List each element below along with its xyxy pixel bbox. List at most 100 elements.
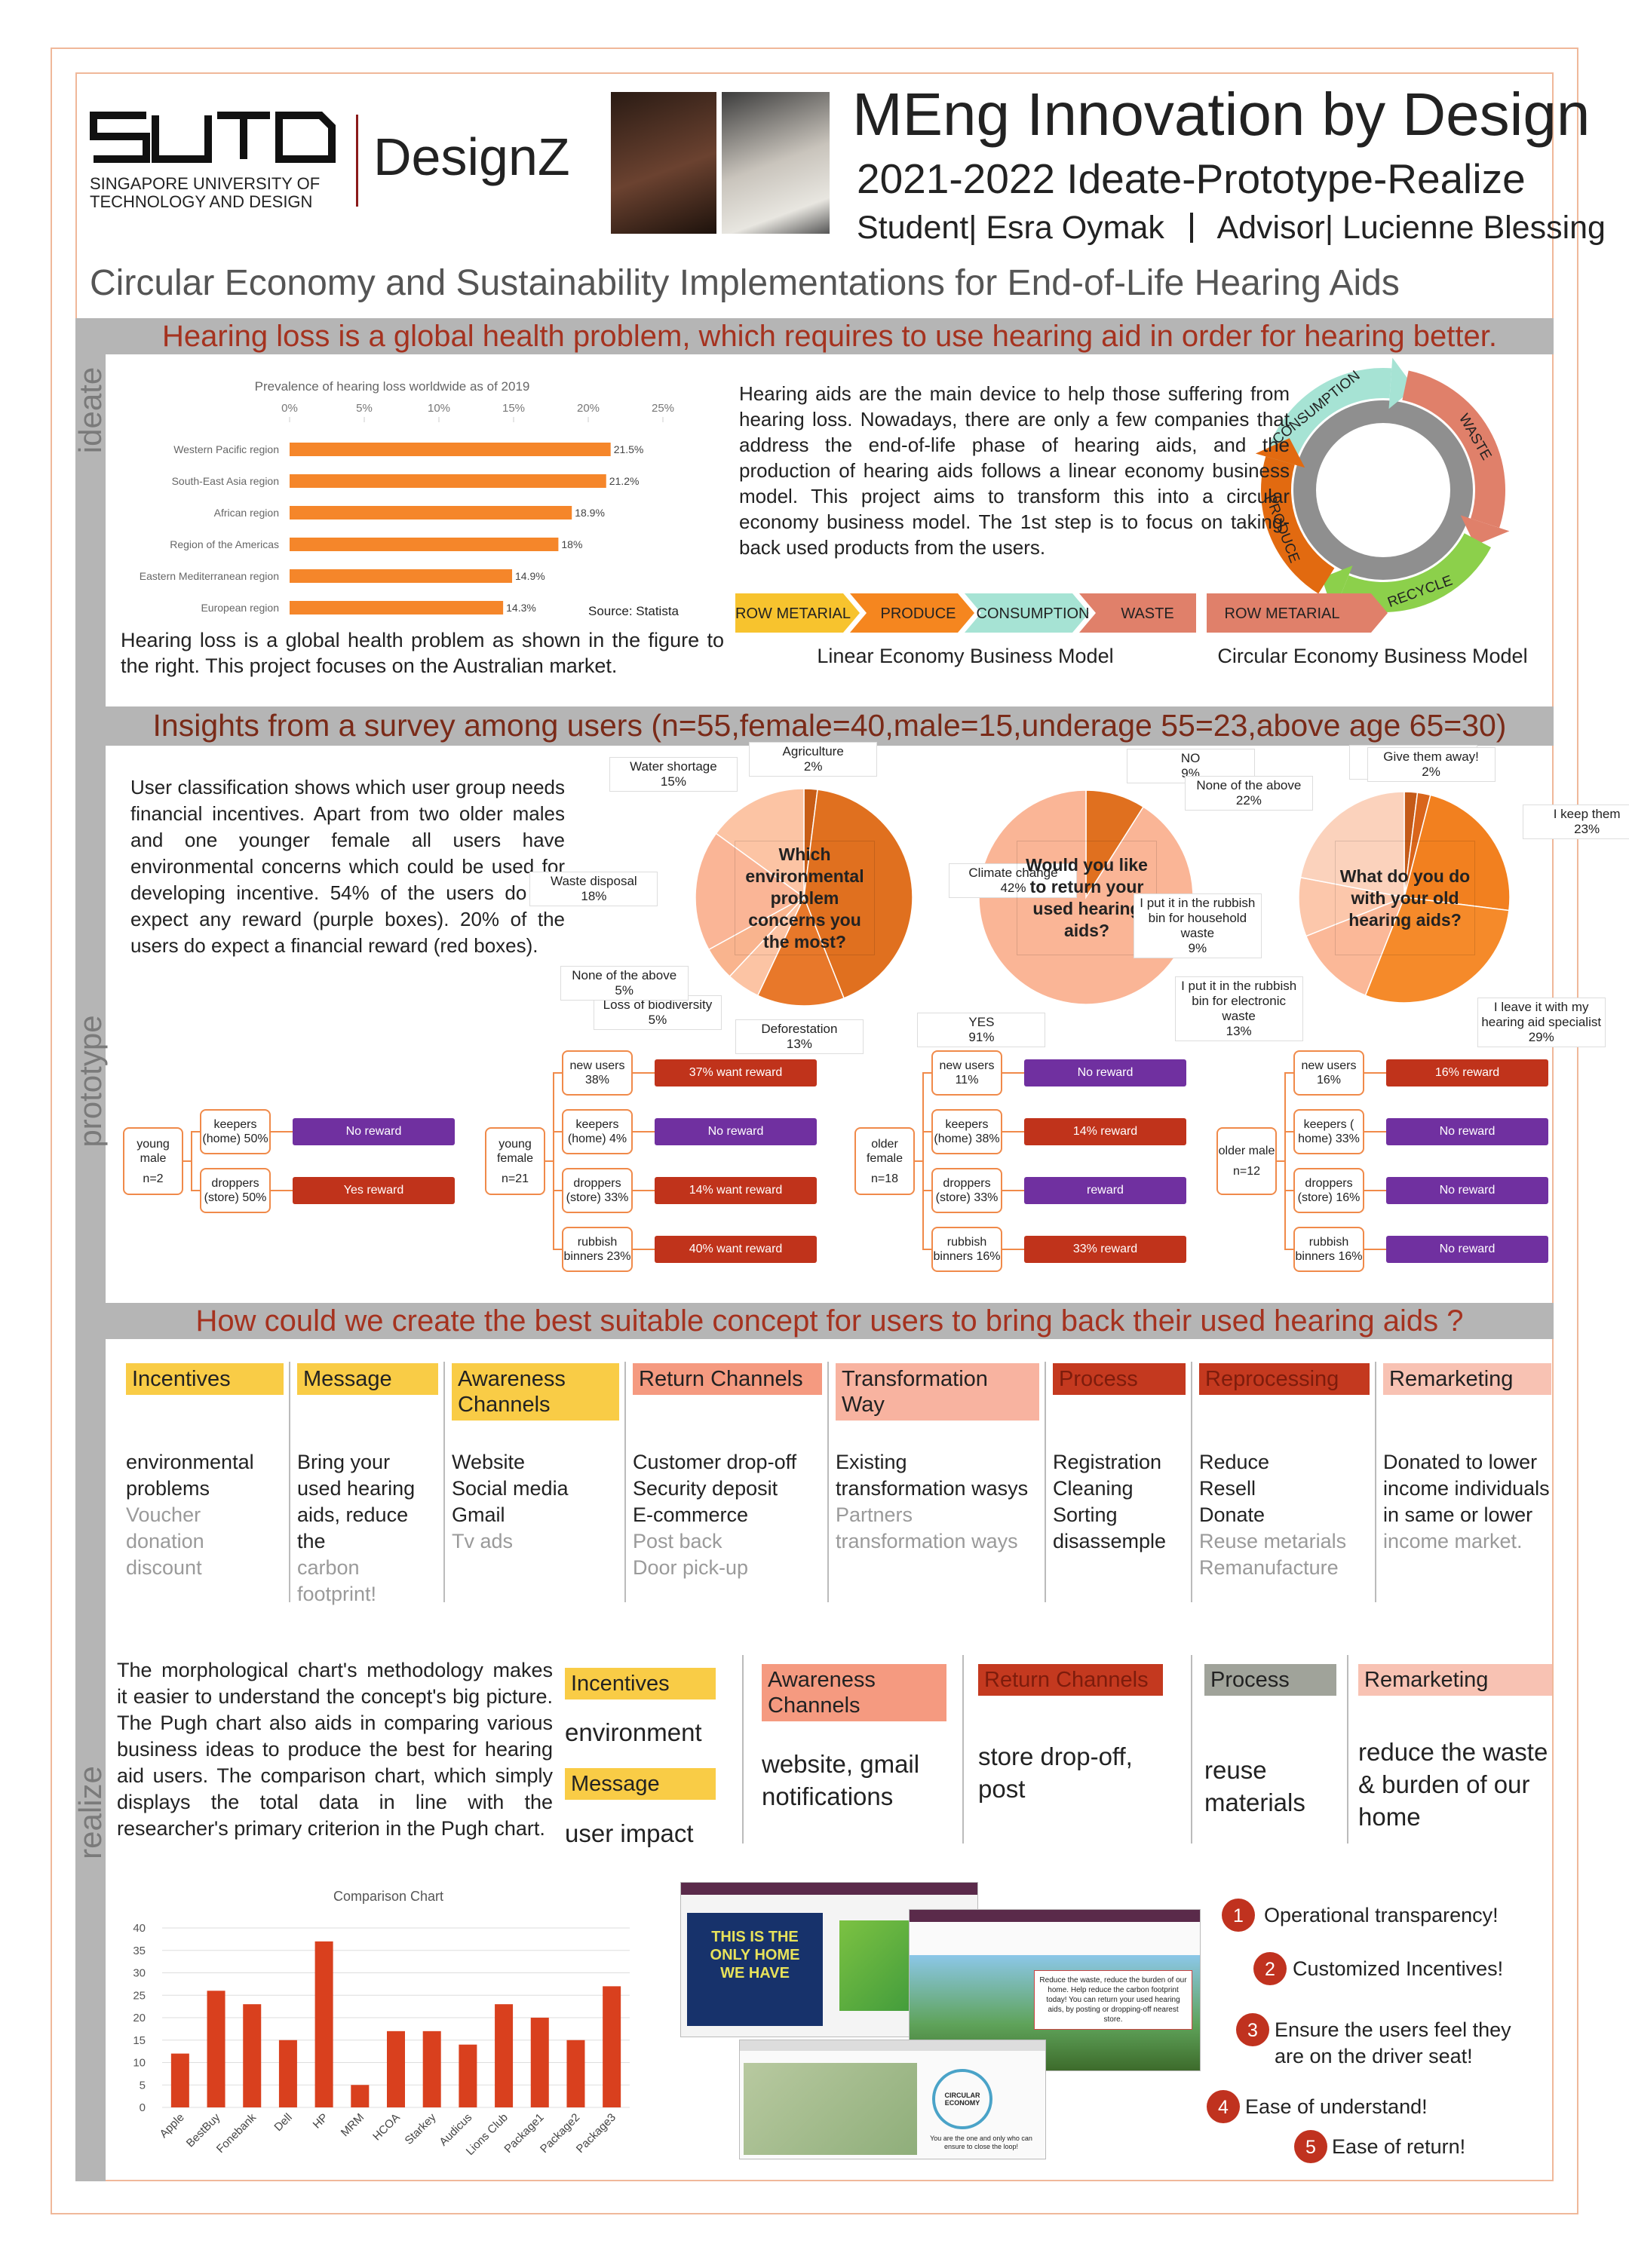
item: Existing transformation wasys (836, 1451, 1029, 1500)
stage-label: prototype (72, 1015, 108, 1148)
pie-category: NO (1180, 751, 1201, 766)
pie-value: 2% (1422, 765, 1440, 780)
title: MEng Innovation by Design (852, 81, 1591, 148)
pie-category: I put it in the rubbish bin for electron… (1181, 979, 1297, 1024)
item: Donated to lower income individuals in s… (1383, 1451, 1550, 1526)
alternative-item: Reuse metarials (1199, 1530, 1347, 1552)
pie-title: What do you do with your old hearing aid… (1335, 841, 1475, 955)
pie-category: YES (968, 1014, 995, 1029)
item: Customer drop-off (633, 1451, 797, 1473)
slogan: THIS IS THE ONLY HOME WE HAVE (710, 1929, 800, 1981)
concept-header: Awareness Channels (762, 1664, 946, 1721)
pie-category: None of the above (1196, 778, 1302, 793)
pie-value: 2% (803, 759, 823, 774)
browser-bar (681, 1883, 977, 1895)
mockup: CIRCULAR ECONOMY You are the one and onl… (739, 2040, 1046, 2159)
pie-category: I leave it with my hearing aid specialis… (1481, 999, 1602, 1029)
column-header: Incentives (126, 1363, 284, 1395)
pie-label: I put it in the rubbish bin for househol… (1133, 893, 1262, 958)
item: Resell (1199, 1477, 1256, 1500)
column-items: Existing transformation wasys Partners tra… (836, 1449, 1039, 1555)
item: Donate (1199, 1503, 1265, 1526)
item: Registration (1053, 1451, 1162, 1473)
browser-bar (910, 1910, 1200, 1922)
item: E-commerce (633, 1503, 749, 1526)
column-items: Website Social media Gmail Tv ads (452, 1449, 619, 1555)
concept-item: store drop-off, post (978, 1742, 1133, 1803)
tree-outcome: No reward (655, 1118, 817, 1145)
alternative-item: income market. (1383, 1530, 1523, 1552)
alternative-item: Voucher (126, 1503, 201, 1526)
section-heading: Insights from a survey among users (n=55… (152, 708, 1507, 743)
pie-category: Loss of biodiversity (603, 998, 713, 1013)
column-items: environmental problems Voucher donation dis… (126, 1449, 284, 1581)
message: Reduce the waste, reduce the burden of o… (1034, 1970, 1192, 2030)
pie-category: Give them away! (1383, 749, 1479, 765)
alternative-item: Partners (836, 1503, 913, 1526)
concept-header: Message (565, 1768, 716, 1800)
stage-bar (75, 318, 106, 2181)
university: SINGAPORE UNIVERSITY OF TECHNOLOGY AND D… (90, 174, 321, 211)
pie-category: Water shortage (630, 759, 717, 774)
tree-outcome: Yes reward (293, 1177, 455, 1204)
tree-branch: new users 16% (1293, 1050, 1364, 1096)
item: Security deposit (633, 1477, 778, 1500)
brand: DesignZ (373, 127, 570, 186)
intro: Hearing aids are the main device to help… (739, 382, 1290, 559)
logo (90, 112, 336, 163)
stage-label: realize (72, 1766, 108, 1859)
pie-label: Loss of biodiversity 5% (593, 995, 722, 1031)
alternative-item: discount (126, 1556, 202, 1579)
alternative-item: Door pick-up (633, 1556, 749, 1579)
pie-value: 23% (1574, 821, 1600, 836)
item: Reduce (1199, 1451, 1270, 1473)
pie-category: I put it in the rubbish bin for househol… (1140, 895, 1256, 940)
tree-outcome: No reward (1024, 1059, 1186, 1086)
column-items: Registration Cleaning Sorting disassemple (1053, 1449, 1186, 1555)
column-header: Reprocessing (1199, 1363, 1370, 1395)
column-items: Donated to lower income individuals in s… (1383, 1449, 1551, 1555)
closing: You are the one and only who can ensure … (930, 2135, 1032, 2150)
tree-outcome: No reward (1386, 1118, 1548, 1145)
tree-branch: keepers (home) 4% (562, 1109, 633, 1154)
item: Cleaning (1053, 1477, 1134, 1500)
column-header: Return Channels (633, 1363, 822, 1395)
column-header: Awareness Channels (452, 1363, 619, 1421)
student: Esra Oymak (986, 210, 1164, 246)
group-label: young female (496, 1137, 534, 1165)
tree-branch: keepers ( home) 33% (1293, 1109, 1364, 1154)
concept-item: reduce the waste & burden of our home (1358, 1738, 1548, 1831)
pie-label: Deforestation 13% (735, 1019, 864, 1054)
realize-text: The morphological chart's methodology ma… (117, 1659, 553, 1840)
pie-value: 91% (968, 1029, 995, 1044)
column-header: Message (297, 1363, 438, 1395)
tree-branch: rubbish binners 16% (1293, 1227, 1364, 1272)
tree-branch: droppers (store) 33% (562, 1168, 633, 1213)
tree-branch: droppers (store) 50% (200, 1168, 271, 1213)
pie-value: 13% (1226, 1024, 1252, 1039)
heading-band (106, 318, 1554, 354)
tree-outcome: 40% want reward (655, 1236, 817, 1263)
alternative-item: transformation ways (836, 1530, 1018, 1552)
column-items: Reduce Resell Donate Reuse metarials Remanuf… (1199, 1449, 1370, 1581)
banner (687, 1913, 823, 2026)
principle: Customized Incentives! (1293, 1957, 1504, 1980)
concept-item: environment (565, 1718, 702, 1746)
tree-root: young female n=21 (485, 1127, 545, 1195)
pie-value: 5% (615, 982, 634, 998)
column-header: Process (1053, 1363, 1186, 1395)
alternative-item: donation (126, 1530, 204, 1552)
pie-category: Agriculture (782, 744, 844, 759)
pie-label: None of the above 22% (1184, 776, 1313, 811)
concept-item: reuse materials (1204, 1756, 1305, 1816)
concept-header: Incentives (565, 1668, 716, 1699)
tree-branch: new users 38% (562, 1050, 633, 1096)
group-label: older female (866, 1137, 903, 1165)
tree-outcome: 14% reward (1024, 1118, 1186, 1145)
principle: Ease of return! (1332, 2135, 1466, 2158)
outer-border (51, 48, 1578, 2214)
divider (356, 115, 358, 207)
tree-outcome: No reward (1386, 1236, 1548, 1263)
tree-outcome: 14% want reward (655, 1177, 817, 1204)
pie-label: I leave it with my hearing aid specialis… (1477, 997, 1606, 1047)
